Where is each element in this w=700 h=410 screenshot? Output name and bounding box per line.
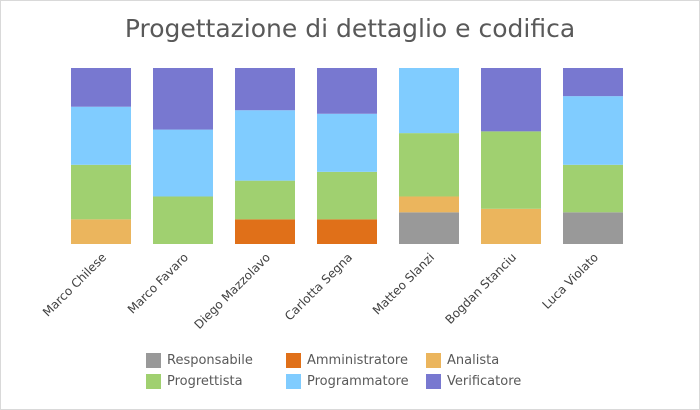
bar-segment-programmatore-2 [235,110,295,181]
bar-segment-amministratore-2 [235,219,295,244]
category-label: Carlotta Segna [282,250,355,323]
bar-segment-progrettista-5 [481,131,541,209]
legend-label: Programmatore [307,373,409,389]
legend-item: Analista [426,351,546,369]
legend-swatch [146,352,161,368]
bar-segment-verificatore-3 [317,68,377,114]
category-label: Marco Favaro [125,250,191,316]
bar-segment-analista-4 [399,196,459,213]
bar-segment-verificatore-6 [563,68,623,97]
legend-swatch [146,373,161,389]
legend-label: Verificatore [447,373,522,389]
bar-segment-progrettista-1 [153,196,213,244]
bar-segment-verificatore-1 [153,68,213,130]
legend-item: Responsabile [146,351,286,369]
legend-swatch [286,373,301,389]
category-label: Bogdan Stanciu [442,250,519,327]
bar-segment-verificatore-5 [481,68,541,132]
bar-segment-analista-0 [71,219,131,244]
chart-legend: Responsabile Amministratore Analista Progre… [146,351,566,390]
bar-segment-programmatore-0 [71,106,131,165]
category-label: Diego Mazzolavo [191,250,273,332]
legend-item: Programmatore [286,372,426,390]
legend-item: Progrettista [146,372,286,390]
legend-label: Analista [447,352,500,368]
category-label: Marco Chilese [40,250,109,319]
category-label: Matteo Slanzi [370,250,437,317]
bar-segment-responsabile-4 [399,212,459,244]
bar-segment-programmatore-6 [563,96,623,165]
legend-item: Amministratore [286,351,426,369]
bar-segment-progrettista-6 [563,164,623,213]
legend-label: Responsabile [167,352,253,368]
bar-segment-verificatore-0 [71,68,131,107]
legend-swatch [426,373,441,389]
legend-swatch [426,352,441,368]
chart-title: Progettazione di dettaglio e codifica [124,14,576,43]
bar-segment-responsabile-6 [563,212,623,244]
legend-label: Amministratore [307,352,408,368]
bar-segment-programmatore-3 [317,113,377,172]
bar-segment-programmatore-1 [153,129,213,197]
bar-segment-amministratore-3 [317,219,377,244]
legend-label: Progrettista [167,373,243,389]
bar-segment-progrettista-2 [235,180,295,220]
bar-segment-programmatore-4 [399,68,459,134]
legend-swatch [286,352,301,368]
legend-item: Verificatore [426,372,546,390]
bar-segment-progrettista-0 [71,164,131,220]
bar-segment-progrettista-4 [399,133,459,197]
bar-segment-progrettista-3 [317,171,377,220]
bar-segment-analista-5 [481,208,541,244]
bar-segment-verificatore-2 [235,68,295,111]
category-label: Luca Violato [539,250,601,312]
